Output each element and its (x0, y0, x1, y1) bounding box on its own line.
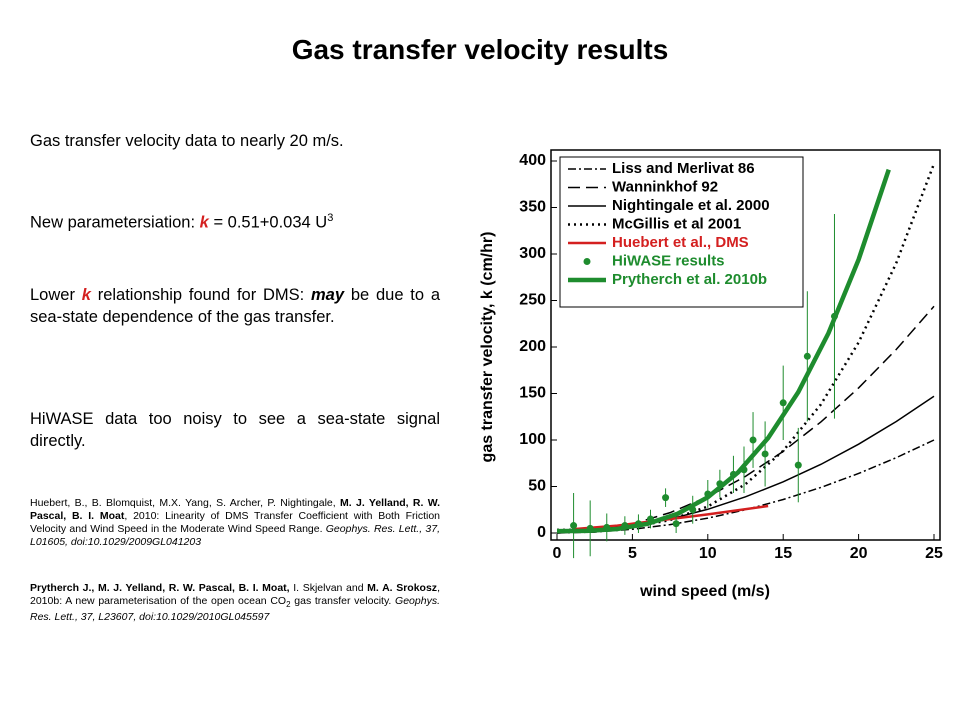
data-point (794, 461, 802, 469)
x-tick-label: 5 (628, 545, 637, 562)
legend-label: Prytherch et al. 2010b (612, 271, 767, 288)
text: Gas transfer velocity data to nearly 20 … (30, 132, 344, 150)
data-point (749, 436, 757, 444)
text: 2 (286, 600, 291, 610)
text: = 0.51+0.034 U (208, 213, 328, 232)
data-point (803, 352, 811, 360)
text: may (311, 286, 345, 304)
x-tick-label: 0 (553, 545, 562, 562)
text: New parametersiation: (30, 213, 200, 232)
x-tick-label: 15 (774, 545, 792, 562)
text: 3 (327, 212, 334, 224)
plot-frame (550, 149, 941, 541)
y-tick-label: 150 (519, 385, 546, 402)
slide-title: Gas transfer velocity results (291, 34, 669, 65)
point: Lower k relationship found for DMS: may … (30, 284, 440, 328)
text: HiWASE data too noisy to see a sea-state… (30, 410, 440, 450)
point: New parametersiation: k = 0.51+0.034 U3 (30, 207, 440, 234)
text: gas transfer velocity. (290, 595, 396, 607)
data-point (570, 522, 578, 530)
reference: Huebert, B., B. Blomquist, M.X. Yang, S.… (30, 497, 440, 549)
y-tick-label: 200 (519, 338, 546, 355)
legend-label: Nightingale et al. 2000 (612, 197, 770, 214)
data-point (662, 494, 670, 502)
data-point (672, 520, 680, 528)
legend-marker (583, 258, 591, 265)
data-point (779, 399, 787, 407)
x-tick-label: 10 (699, 545, 717, 562)
point: Gas transfer velocity data to nearly 20 … (30, 130, 440, 152)
data-point (761, 450, 769, 458)
text: Prytherch J., M. J. Yelland, R. W. Pasca… (30, 582, 290, 594)
text: Geophys. Res. Lett., 37, L23607, doi:10.… (30, 595, 440, 624)
text: M. J. Yelland, R. W. Pascal, B. I. Moat (30, 497, 440, 522)
point: HiWASE data too noisy to see a sea-state… (30, 408, 440, 452)
x-tick-label: 20 (850, 545, 868, 562)
y-axis-label: gas transfer velocity, k (cm/hr) (479, 232, 496, 463)
text: , 2010b: A new parameterisation of the o… (30, 582, 440, 607)
y-tick-label: 350 (519, 199, 546, 216)
y-tick-label: 400 (519, 152, 546, 169)
text: k (199, 213, 209, 232)
text: be due to a sea-state dependence of the … (30, 286, 440, 326)
series-line (556, 439, 935, 534)
text: relationship found for DMS: (90, 286, 312, 304)
series-line (556, 163, 936, 532)
text: Geophys. Res. Lett., 37, L01605, doi:10.… (30, 523, 440, 548)
legend-label: Wanninkhof 92 (612, 178, 718, 195)
series-line (556, 168, 891, 534)
text: Lower (30, 286, 82, 304)
legend-label: Liss and Merlivat 86 (612, 160, 755, 177)
x-tick-label: 25 (925, 545, 943, 562)
text: Huebert, B., B. Blomquist, M.X. Yang, S.… (30, 497, 341, 509)
legend-label: HiWASE results (612, 252, 725, 269)
y-tick-label: 0 (537, 524, 546, 541)
text: k (81, 286, 91, 304)
y-tick-label: 250 (519, 292, 546, 309)
x-axis-label: wind speed (m/s) (639, 583, 770, 600)
series-line (556, 305, 935, 534)
legend-label: McGillis et al 2001 (612, 215, 741, 232)
y-tick-label: 100 (519, 431, 546, 448)
text: M. A. Srokosz (367, 582, 438, 594)
y-tick-label: 300 (519, 245, 546, 262)
text: , 2010: Linearity of DMS Transfer Coeffi… (30, 510, 440, 535)
y-tick-label: 50 (528, 478, 546, 495)
legend-label: Huebert et al., DMS (612, 234, 749, 251)
reference: Prytherch J., M. J. Yelland, R. W. Pasca… (30, 582, 440, 624)
text: I. Skjelvan and (289, 582, 368, 594)
